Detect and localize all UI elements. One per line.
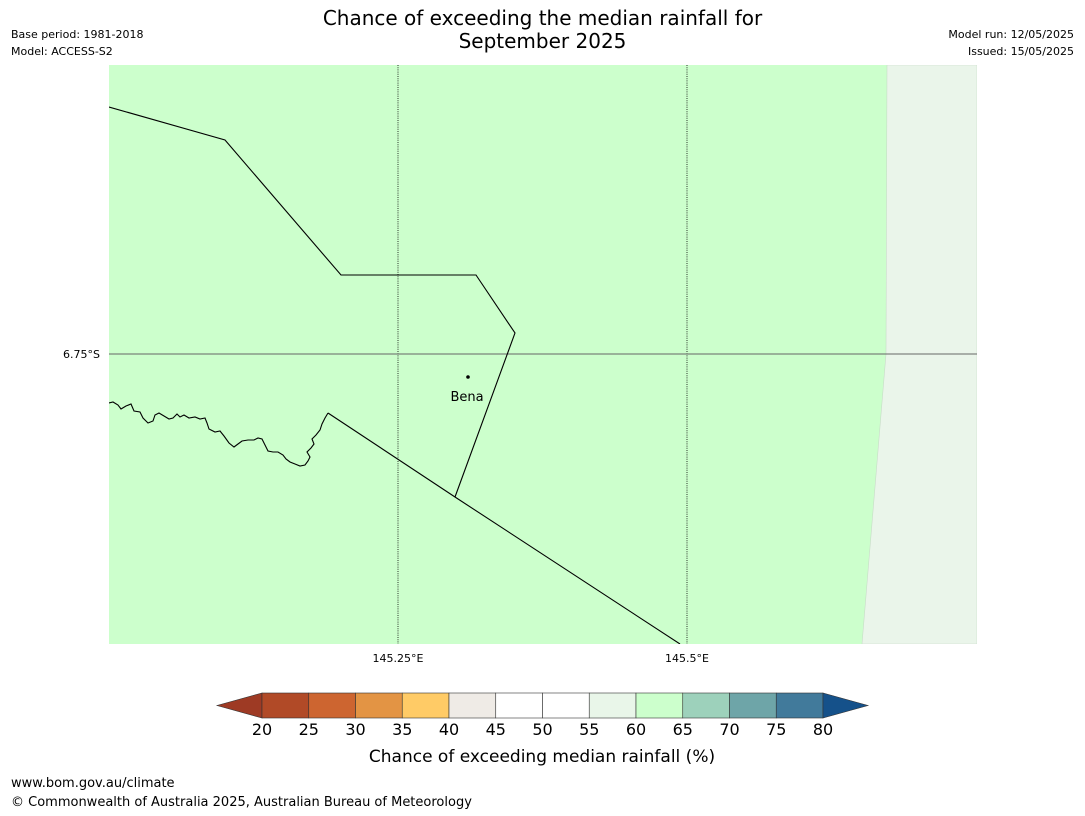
colorbar-bin-65-70 xyxy=(682,692,730,719)
colorbar-bin-25-30 xyxy=(308,692,356,719)
town-marker-bena[interactable] xyxy=(466,375,470,379)
colorbar-tick-70: 70 xyxy=(719,720,739,739)
footer-url[interactable]: www.bom.gov.au/climate xyxy=(11,776,175,791)
model-run-text: Model run: 12/05/2025 xyxy=(948,28,1074,41)
colorbar-bin-20-25 xyxy=(261,692,310,719)
latitude-label: 6.75°S xyxy=(63,348,100,361)
page-title: Chance of exceeding the median rainfall … xyxy=(200,7,885,53)
colorbar-bin-55-60 xyxy=(588,692,637,719)
colorbar-bin-30-35 xyxy=(355,692,403,719)
colorbar-bin-45-50 xyxy=(495,692,543,719)
colorbar-tick-60: 60 xyxy=(626,720,646,739)
colorbar-tick-20: 20 xyxy=(252,720,272,739)
colorbar-bin-35-40 xyxy=(401,692,450,719)
title-line-2: September 2025 xyxy=(458,29,627,53)
colorbar-under-triangle xyxy=(215,692,263,719)
colorbar-tick-80: 80 xyxy=(813,720,833,739)
title-line-1: Chance of exceeding the median rainfall … xyxy=(322,6,763,30)
colorbar-legend: 20 25 30 35 40 45 50 55 60 65 70 75 80 Chance of exc… xyxy=(215,692,870,767)
colorbar-tick-65: 65 xyxy=(673,720,693,739)
colorbar-bin-70-75 xyxy=(729,692,777,719)
map-area[interactable] xyxy=(109,65,977,644)
base-period-info: Base period: 1981-2018 Model: ACCESS-S2 xyxy=(11,26,143,60)
colorbar-tick-35: 35 xyxy=(392,720,412,739)
colorbar-bin-40-45 xyxy=(448,692,497,719)
issued-text: Issued: 15/05/2025 xyxy=(967,45,1074,58)
colorbar-tick-50: 50 xyxy=(532,720,552,739)
footer-copyright: © Commonwealth of Australia 2025, Austra… xyxy=(11,795,472,810)
colorbar-bin-60-65 xyxy=(635,692,684,719)
colorbar-tick-30: 30 xyxy=(345,720,365,739)
river-boundary xyxy=(109,401,329,467)
base-period-text: Base period: 1981-2018 xyxy=(11,28,144,41)
colorbar-tick-55: 55 xyxy=(579,720,599,739)
colorbar-tick-75: 75 xyxy=(766,720,786,739)
colorbar-label: Chance of exceeding median rainfall (%) xyxy=(369,747,715,767)
colorbar-tick-40: 40 xyxy=(439,720,459,739)
footer: www.bom.gov.au/climate © Commonwealth of… xyxy=(11,774,472,812)
colorbar-tick-45: 45 xyxy=(486,720,506,739)
town-label-bena: Bena xyxy=(450,390,483,405)
colorbar-bin-75-80 xyxy=(775,692,824,719)
province-boundary-south xyxy=(327,412,681,644)
model-run-info: Model run: 12/05/2025 Issued: 15/05/2025 xyxy=(948,26,1074,60)
colorbar-bin-50-55 xyxy=(542,692,590,719)
province-boundary xyxy=(109,106,516,498)
colorbar-over-triangle xyxy=(822,692,870,719)
longitude-label-145-5: 145.5°E xyxy=(665,652,709,665)
model-text: Model: ACCESS-S2 xyxy=(11,45,113,58)
longitude-label-145-25: 145.25°E xyxy=(373,652,424,665)
colorbar-tick-25: 25 xyxy=(299,720,319,739)
